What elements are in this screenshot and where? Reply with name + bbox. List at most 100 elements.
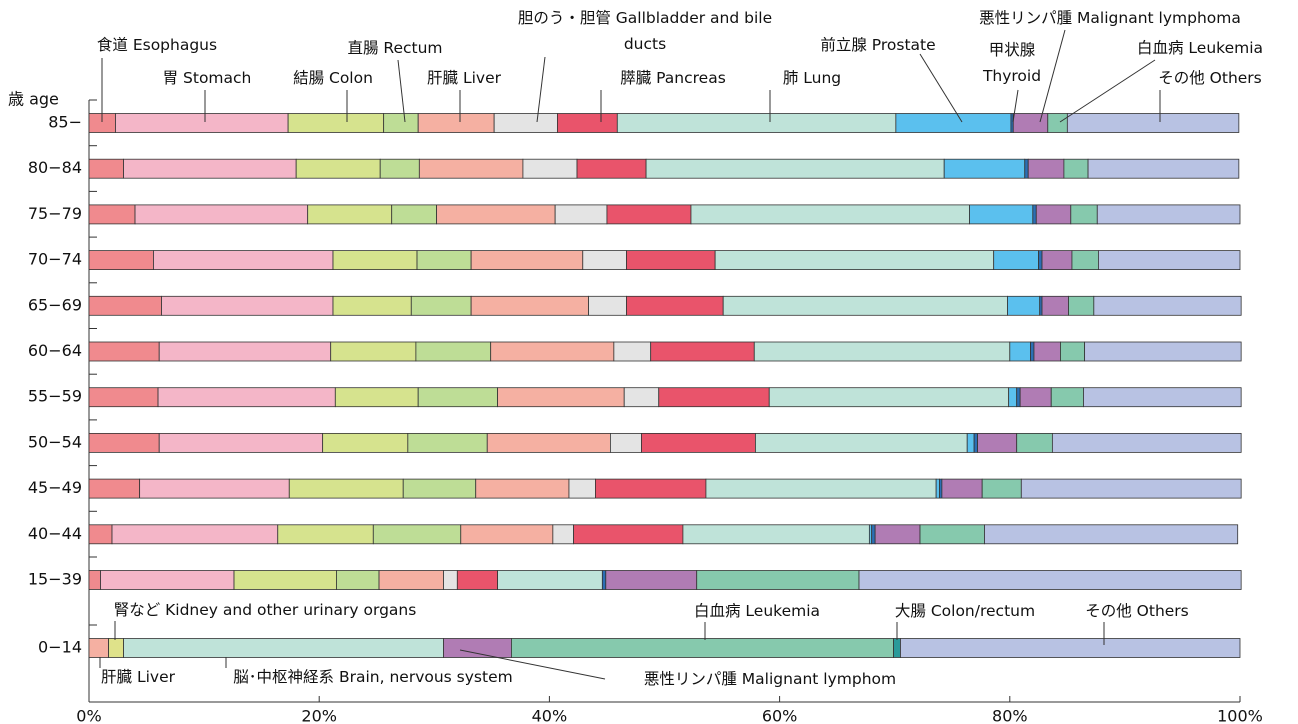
bar-segment: [605, 570, 698, 590]
y-tick-label: 15−39: [28, 570, 82, 589]
series-label: 胆のう・胆管 Gallbladder and bile ducts: [517, 9, 773, 53]
bar-segment: [277, 524, 374, 545]
bar-segment: [601, 570, 607, 590]
bar-segment: [407, 432, 488, 453]
series-label: 肝臓 Liver: [101, 668, 175, 686]
bar-segment: [158, 432, 324, 453]
bar-segment: [410, 295, 472, 316]
bar-segment: [626, 295, 724, 316]
bar-segment: [874, 524, 921, 545]
bar-segment: [1024, 158, 1029, 179]
callout-line: [397, 59, 406, 123]
x-tick-label: 80%: [992, 707, 1028, 724]
bar-segment: [696, 570, 860, 590]
bar-segment: [966, 432, 975, 453]
bar-segment: [573, 524, 684, 545]
bar-segment: [919, 524, 985, 545]
bar-segment: [383, 113, 419, 133]
series-label: 膵臓 Pancreas: [620, 69, 726, 87]
x-tick-label: 100%: [1217, 707, 1263, 724]
y-tick-label: 75−79: [28, 204, 82, 223]
x-tick-label: 60%: [762, 707, 798, 724]
y-tick-label: 0−14: [38, 638, 82, 657]
series-label: 肺 Lung: [782, 69, 842, 87]
bar-segment: [1063, 158, 1089, 179]
series-label: 結腸 Colon: [293, 69, 373, 87]
bar-segment: [858, 570, 1242, 590]
bar-segment: [969, 204, 1034, 225]
bar-segment: [606, 204, 692, 225]
bar-segment: [295, 158, 381, 179]
bar-segment: [935, 478, 940, 499]
bar-segment: [336, 570, 380, 590]
bar-segment: [993, 250, 1039, 271]
bar-segment: [460, 524, 554, 545]
y-axis-label: 歳 age: [8, 90, 59, 109]
bar-segment: [88, 432, 160, 453]
bar-segment: [568, 478, 596, 499]
bar-segment: [1096, 204, 1241, 225]
bar-segment: [332, 295, 412, 316]
bar-segment: [1035, 204, 1072, 225]
series-label: 直腸 Rectum: [347, 39, 443, 57]
bar-segment: [88, 250, 154, 271]
bar-segment: [1060, 341, 1086, 362]
bar-segment: [641, 432, 756, 453]
bar-segment: [123, 638, 444, 658]
bar-segment: [893, 638, 901, 658]
bar-segment: [100, 570, 235, 590]
bar-segment: [1020, 478, 1242, 499]
bar-segment: [645, 158, 945, 179]
bar-segment: [334, 387, 419, 408]
bar-segment: [753, 341, 1011, 362]
bar-segment: [623, 387, 660, 408]
bar-segment: [1041, 250, 1073, 271]
bar-segment: [490, 341, 615, 362]
bar-segment: [88, 387, 159, 408]
bar-segment: [522, 158, 578, 179]
bar-segment: [588, 295, 627, 316]
bar-segment: [650, 341, 755, 362]
bar-segment: [1098, 250, 1241, 271]
bar-segment: [443, 570, 458, 590]
bar-segment: [123, 158, 297, 179]
bar-segment: [900, 638, 1241, 658]
bar-segment: [322, 432, 409, 453]
callout-line: [919, 53, 963, 123]
bar-segment: [755, 432, 968, 453]
bar-segment: [1030, 341, 1035, 362]
bar-segment: [1009, 341, 1031, 362]
bar-segment: [511, 638, 894, 658]
y-tick-label: 85−: [48, 113, 82, 132]
bar-segment: [1051, 432, 1242, 453]
bar-segment: [332, 250, 418, 271]
series-label: 胃 Stomach: [162, 69, 252, 87]
bar-segment: [1016, 432, 1053, 453]
bar-segment: [88, 524, 113, 545]
bar-segment: [1066, 113, 1240, 133]
bar-segment: [108, 638, 124, 658]
bar-segment: [418, 158, 524, 179]
bar-segment: [288, 478, 404, 499]
bar-segment: [722, 295, 1008, 316]
bar-segment: [552, 524, 574, 545]
bar-segment: [139, 478, 290, 499]
bar-segment: [1007, 295, 1041, 316]
bar-segment: [557, 113, 618, 133]
series-label: その他 Others: [1085, 602, 1189, 620]
bar-segment: [378, 570, 444, 590]
bar-segment: [415, 341, 492, 362]
series-label: 腎など Kidney and other urinary organs: [113, 601, 417, 619]
callout-line: [536, 56, 546, 123]
bar-segment: [391, 204, 438, 225]
series-label: その他 Others: [1158, 69, 1262, 87]
bar-segment: [161, 295, 334, 316]
bar-segment: [981, 478, 1022, 499]
bar-segment: [493, 113, 558, 133]
series-label: 白血病 Leukemia: [693, 602, 821, 620]
series-label: 肝臓 Liver: [427, 69, 501, 87]
y-tick-label: 65−69: [28, 295, 82, 314]
y-tick-label: 55−59: [28, 387, 82, 406]
bar-segment: [158, 341, 332, 362]
